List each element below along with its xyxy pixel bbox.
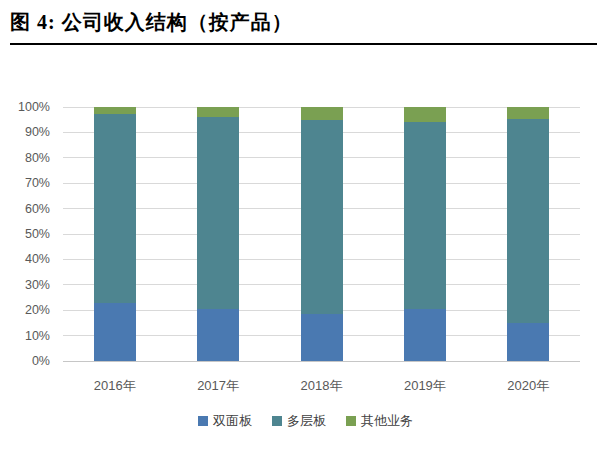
bar-2018年 bbox=[301, 107, 343, 361]
chart-legend: 双面板 多层板 其他业务 bbox=[47, 412, 564, 430]
bar-segment-其他业务 bbox=[507, 107, 549, 119]
legend-label: 其他业务 bbox=[361, 412, 413, 430]
bar-segment-多层板 bbox=[404, 122, 446, 309]
x-tick-label: 2016年 bbox=[94, 377, 136, 395]
legend-label: 双面板 bbox=[213, 412, 252, 430]
stacked-bar-chart: 0%10%20%30%40%50%60%70%80%90%100% 2016年2… bbox=[0, 0, 600, 452]
bar-segment-多层板 bbox=[507, 119, 549, 323]
y-axis: 0%10%20%30%40%50%60%70%80%90%100% bbox=[0, 107, 50, 361]
plot-area bbox=[63, 107, 580, 361]
y-tick-label: 80% bbox=[25, 151, 50, 165]
bar-2020年 bbox=[507, 107, 549, 361]
bar-2016年 bbox=[94, 107, 136, 361]
y-tick-label: 60% bbox=[25, 202, 50, 216]
y-tick-label: 100% bbox=[18, 100, 50, 114]
bar-segment-双面板 bbox=[301, 314, 343, 361]
bar-segment-其他业务 bbox=[301, 107, 343, 120]
y-tick-label: 90% bbox=[25, 125, 50, 139]
legend-item-多层板: 多层板 bbox=[272, 412, 326, 430]
y-tick-label: 20% bbox=[25, 303, 50, 317]
legend-swatch-icon bbox=[198, 416, 208, 426]
y-tick-label: 30% bbox=[25, 278, 50, 292]
bar-segment-其他业务 bbox=[197, 107, 239, 117]
legend-swatch-icon bbox=[272, 416, 282, 426]
x-tick-label: 2017年 bbox=[197, 377, 239, 395]
y-tick-label: 50% bbox=[25, 227, 50, 241]
bar-segment-其他业务 bbox=[94, 107, 136, 114]
x-tick-label: 2020年 bbox=[507, 377, 549, 395]
y-tick-label: 0% bbox=[32, 354, 50, 368]
bar-2019年 bbox=[404, 107, 446, 361]
figure-panel: 图 4: 公司收入结构（按产品） 0%10%20%30%40%50%60%70%… bbox=[0, 0, 600, 452]
legend-item-双面板: 双面板 bbox=[198, 412, 252, 430]
x-tick-label: 2018年 bbox=[301, 377, 343, 395]
legend-swatch-icon bbox=[346, 416, 356, 426]
bar-segment-多层板 bbox=[197, 117, 239, 310]
legend-item-其他业务: 其他业务 bbox=[346, 412, 413, 430]
x-tick-label: 2019年 bbox=[404, 377, 446, 395]
bar-segment-双面板 bbox=[507, 323, 549, 361]
bar-segment-双面板 bbox=[404, 309, 446, 361]
y-tick-label: 10% bbox=[25, 329, 50, 343]
y-tick-label: 40% bbox=[25, 252, 50, 266]
bar-segment-双面板 bbox=[94, 303, 136, 361]
bar-segment-多层板 bbox=[301, 120, 343, 313]
bar-segment-其他业务 bbox=[404, 107, 446, 122]
bar-segment-多层板 bbox=[94, 114, 136, 303]
x-axis: 2016年 2017年 2018年 2019年 2020年 bbox=[63, 377, 580, 395]
bar-2017年 bbox=[197, 107, 239, 361]
bar-segment-双面板 bbox=[197, 309, 239, 361]
legend-label: 多层板 bbox=[287, 412, 326, 430]
y-tick-label: 70% bbox=[25, 176, 50, 190]
